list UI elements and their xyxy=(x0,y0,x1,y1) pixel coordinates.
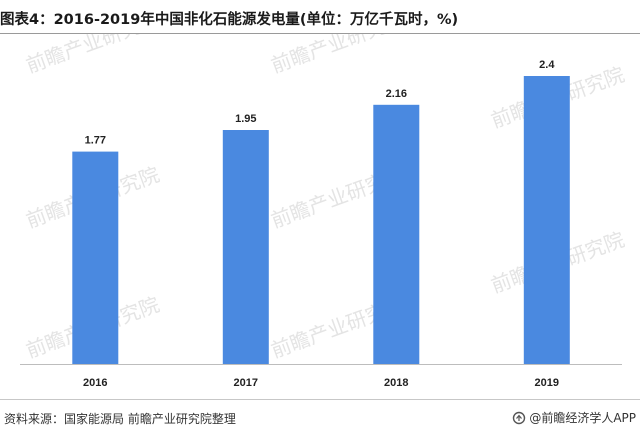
data-label-2016: 1.77 xyxy=(85,135,106,147)
x-tick-label-2017: 2017 xyxy=(234,377,258,389)
source-note: 资料来源：国家能源局 前瞻产业研究院整理 xyxy=(4,412,236,426)
value-label-group: 1.77 1.95 2.16 2.4 xyxy=(85,59,556,147)
brand-label: @前瞻经济学人APP xyxy=(529,411,636,425)
x-tick-label-group: 2016 2017 2018 2019 xyxy=(83,377,559,389)
brand-credit: @前瞻经济学人APP xyxy=(512,409,636,426)
bar-2017 xyxy=(222,130,269,364)
x-tick-label-2018: 2018 xyxy=(384,377,408,389)
x-tick-label-2016: 2016 xyxy=(83,377,107,389)
footer-divider xyxy=(0,399,640,400)
bar-2016 xyxy=(72,151,119,364)
watermark-2: 前瞻产业研究院 xyxy=(268,34,407,78)
brand-logo-icon xyxy=(513,411,526,424)
chart-title: 图表4：2016-2019年中国非化石能源发电量(单位：万亿千瓦时，%) xyxy=(0,12,459,28)
x-tick-label-2019: 2019 xyxy=(535,377,559,389)
watermark-1: 前瞻产业研究院 xyxy=(23,34,162,78)
bar-series xyxy=(72,76,570,365)
data-label-2019: 2.4 xyxy=(539,59,555,71)
chart-title-bar: 图表4：2016-2019年中国非化石能源发电量(单位：万亿千瓦时，%) xyxy=(0,0,640,34)
bar-2018 xyxy=(373,104,420,365)
title-divider xyxy=(0,33,640,34)
data-label-2017: 1.95 xyxy=(235,113,256,125)
data-label-2018: 2.16 xyxy=(386,88,407,100)
bar-2019 xyxy=(523,76,570,364)
bar-chart: 前瞻产业研究院前瞻产业研究院前瞻产业研究院前瞻产业研究院前瞻产业研究院前瞻产业研… xyxy=(20,34,627,389)
